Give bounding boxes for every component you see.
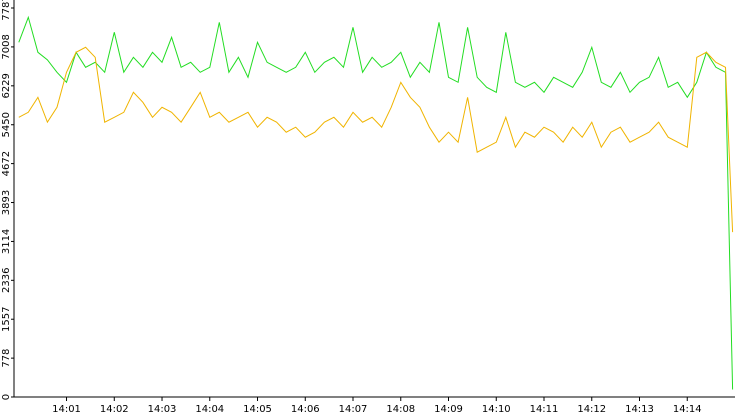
x-tick-label: 14:11 <box>530 404 559 415</box>
x-tick-label: 14:07 <box>339 404 368 415</box>
y-tick-label: 7008 <box>1 34 12 59</box>
y-tick-label: 6229 <box>1 73 12 98</box>
data-line <box>18 15 734 390</box>
x-tick-label: 14:14 <box>673 404 702 415</box>
data-line <box>18 46 734 233</box>
x-tick-label: 14:10 <box>482 404 511 415</box>
x-tick-label: 14:04 <box>195 404 224 415</box>
x-tick-label: 14:12 <box>577 404 606 415</box>
x-tick-label: 14:13 <box>625 404 654 415</box>
y-tick-label: 5450 <box>1 112 12 137</box>
y-tick-label: 4672 <box>1 151 12 176</box>
y-tick-label: 2336 <box>1 268 12 293</box>
y-tick-label: 778 <box>1 349 12 368</box>
x-tick-label: 14:06 <box>291 404 320 415</box>
x-tick-label: 14:05 <box>243 404 272 415</box>
y-tick-label: 3893 <box>1 190 12 215</box>
x-tick-label: 14:02 <box>100 404 129 415</box>
x-tick-label: 14:09 <box>434 404 463 415</box>
y-tick-label: 1557 <box>1 306 12 331</box>
y-tick-label: 0 <box>1 394 12 400</box>
y-tick-label: 3114 <box>1 229 12 254</box>
y-tick-label: 7787 <box>1 0 12 21</box>
x-tick-label: 14:08 <box>386 404 415 415</box>
x-tick-label: 14:03 <box>148 404 177 415</box>
x-tick-label: 14:01 <box>52 404 81 415</box>
